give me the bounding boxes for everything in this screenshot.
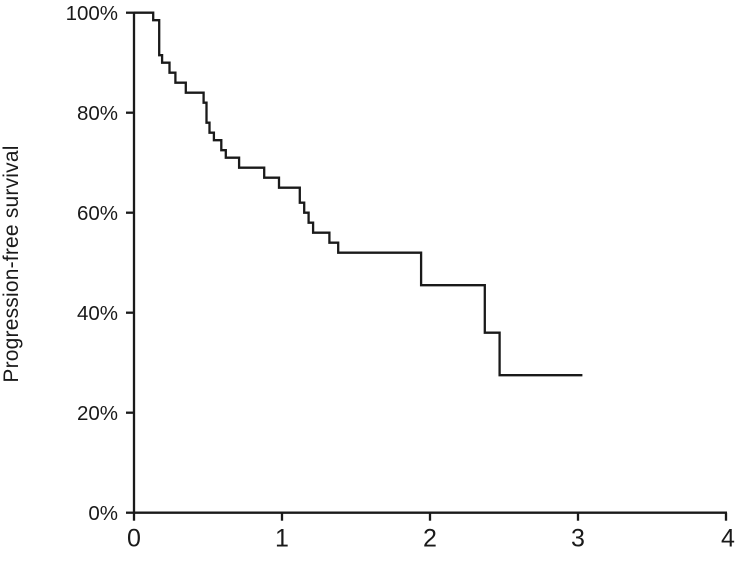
x-tick-label: 3	[571, 525, 585, 553]
x-tick-label: 4	[721, 525, 735, 553]
series-layer	[134, 11, 583, 377]
axes-layer	[132, 12, 727, 514]
y-tick-label: 60%	[77, 202, 118, 225]
y-axis-title: Progression-free survival	[0, 145, 23, 383]
y-tick-label: 0%	[88, 502, 118, 525]
tick-labels-layer: 0% 20% 40% 60% 80% 100% 0 1 2 3 4	[66, 2, 735, 553]
y-tick-label: 80%	[77, 102, 118, 125]
y-tick-label: 20%	[77, 402, 118, 425]
y-tick-label: 40%	[77, 302, 118, 325]
x-tick-label: 0	[127, 525, 141, 553]
km-curve	[134, 11, 583, 377]
x-tick-label: 1	[275, 525, 289, 553]
ticks-layer	[126, 11, 728, 521]
x-tick-label: 2	[423, 525, 437, 553]
y-tick-label: 100%	[66, 2, 118, 25]
